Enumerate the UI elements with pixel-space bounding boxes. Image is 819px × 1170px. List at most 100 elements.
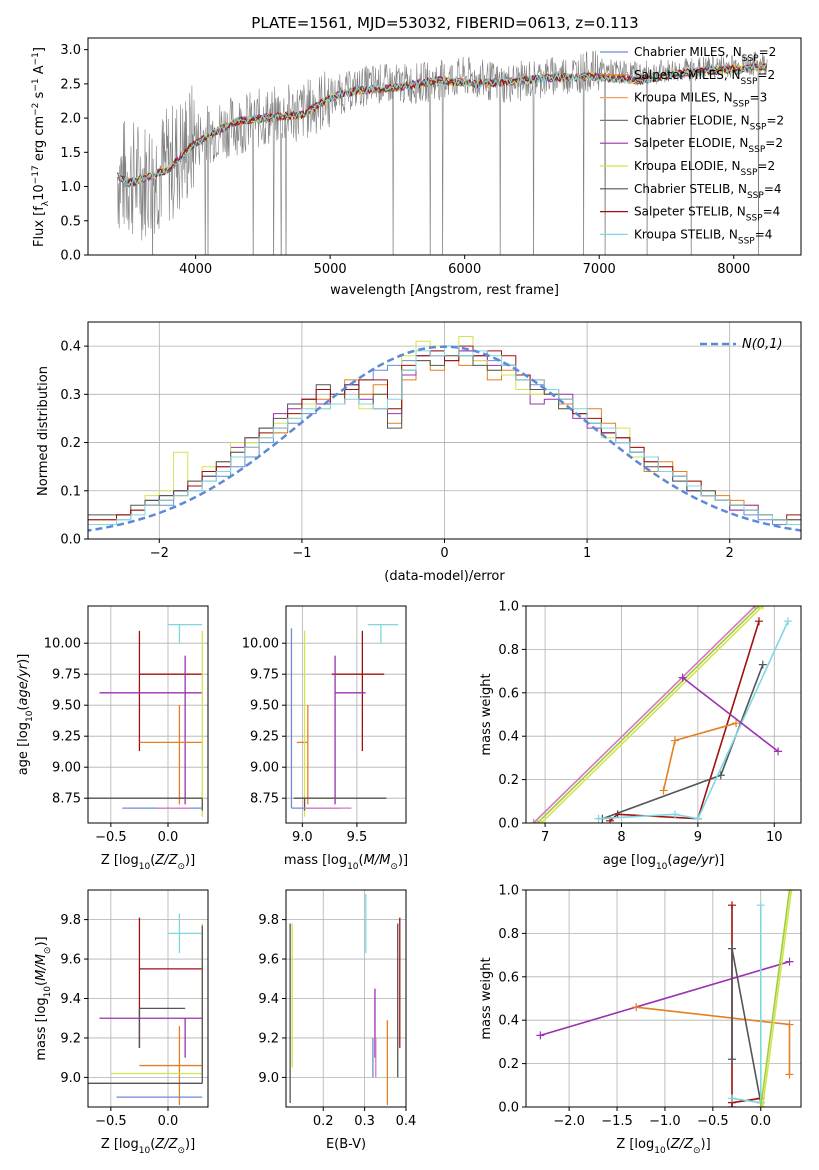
weight-vs-Z-panel: −2.0 −1.5 −1.0 −0.5 0.0 0.0 0.2 0.4 0.6 0.8 1.0 Z [… [479, 884, 802, 1156]
weight-marker [728, 901, 737, 910]
y-tick-label: 9.75 [250, 668, 279, 683]
legend-label: Kroupa MILES, NSSP=3 [634, 91, 767, 110]
y-tick-label: 9.0 [258, 1071, 279, 1086]
figure-title: PLATE=1561, MJD=53032, FIBERID=0613, z=0… [251, 14, 638, 32]
errorbar-plot-area [290, 623, 399, 817]
weight-plot-area [536, 890, 796, 1107]
weight-marker [659, 786, 668, 795]
weight-marker [732, 719, 741, 728]
weight-line [731, 905, 762, 1104]
y-tick-label: 9.0 [60, 1071, 81, 1086]
weight-marker [632, 1003, 641, 1012]
y-axis-label: Normed distribution [36, 366, 51, 496]
weight-marker [533, 819, 542, 823]
x-tick-label: 9 [694, 830, 702, 845]
weight-marker [785, 1020, 794, 1029]
x-tick-label: 0.4 [396, 1114, 417, 1129]
x-tick-label: −1.5 [601, 1114, 633, 1129]
x-tick-label: 9.0 [292, 830, 313, 845]
hist-step-line [88, 345, 801, 539]
weight-marker [756, 1103, 765, 1107]
y-tick-label: 0.6 [498, 970, 519, 985]
y-tick-label: 2.0 [60, 112, 81, 127]
x-tick-label: −1 [292, 546, 311, 561]
legend-label: Salpeter STELIB, NSSP=4 [634, 205, 780, 224]
weight-marker [758, 1103, 767, 1107]
axes-frame [525, 605, 802, 824]
weight-marker [728, 1094, 737, 1103]
x-tick-label: −2 [150, 546, 169, 561]
y-axis-label: mass weight [479, 673, 494, 755]
weight-line [682, 676, 779, 753]
weight-marker [785, 957, 794, 966]
weight-marker [678, 673, 687, 682]
x-tick-label: 9.5 [347, 830, 368, 845]
spectrum-panel: 4000 5000 6000 7000 8000 0.0 0.5 1.0 1.5 2.0 2.5 3.… [31, 37, 802, 298]
age-vs-mass-panel: 9.0 9.5 8.75 9.00 9.25 9.50 9.75 10.00 mass [log… [242, 605, 408, 872]
mass-vs-Z-panel: −0.5 0.0 9.0 9.2 9.4 9.6 9.8 Z [log10(Z/Z⊙)] mas… [34, 889, 209, 1156]
y-tick-label: 9.25 [250, 730, 279, 745]
y-axis-label: mass weight [479, 957, 494, 1039]
y-tick-label: 0.0 [60, 533, 81, 548]
axes-frame [87, 605, 209, 824]
y-tick-label: 9.00 [250, 761, 279, 776]
normal-curve [88, 345, 801, 532]
legend-label: Kroupa STELIB, NSSP=4 [634, 227, 772, 246]
errorbar-plot-area [88, 623, 203, 817]
hist-plot-area [88, 336, 801, 539]
weight-line [536, 606, 760, 823]
weight-marker [785, 1070, 794, 1079]
weight-marker [693, 814, 702, 823]
weight-line [598, 620, 789, 820]
y-tick-label: 2.5 [60, 77, 81, 92]
y-tick-label: 8.75 [52, 792, 81, 807]
x-tick-label: 0 [440, 546, 448, 561]
x-axis-label: Z [log10(Z/Z⊙)] [101, 1137, 195, 1156]
x-tick-label: 0.0 [158, 1114, 179, 1129]
weight-plot-area [529, 606, 793, 823]
y-tick-label: 0.1 [60, 484, 81, 499]
x-axis-label: wavelength [Angstrom, rest frame] [330, 283, 559, 298]
spectrum-plot-area [117, 50, 768, 255]
weight-line [533, 606, 756, 823]
y-axis-label: Flux [fλ10−17 erg cm−2 s−1 A−1] [31, 47, 51, 247]
x-axis-label: mass [log10(M/M⊙)] [284, 853, 408, 872]
y-tick-label: 0.3 [60, 388, 81, 403]
weight-marker [728, 944, 737, 953]
y-tick-label: 9.6 [258, 953, 279, 968]
y-tick-label: 0.0 [498, 1101, 519, 1116]
y-tick-label: 0.8 [498, 927, 519, 942]
x-tick-label: 8 [617, 830, 625, 845]
weight-marker [754, 617, 763, 626]
y-tick-label: 9.25 [52, 730, 81, 745]
weight-marker [670, 736, 679, 745]
y-tick-label: 0.2 [498, 1057, 519, 1072]
x-axis-label: age [log10(age/yr)] [603, 853, 725, 872]
y-tick-label: 10.00 [242, 637, 279, 652]
x-tick-label: 5000 [314, 262, 347, 277]
x-axis-label: E(B-V) [326, 1137, 366, 1152]
weight-marker [728, 1055, 737, 1064]
y-tick-label: 1.5 [60, 146, 81, 161]
weight-marker [529, 819, 538, 823]
x-tick-label: 7 [541, 830, 549, 845]
y-tick-label: 9.50 [250, 699, 279, 714]
y-tick-label: 0.4 [498, 1014, 519, 1029]
weight-marker [784, 617, 793, 626]
axes-frame [87, 37, 802, 256]
y-tick-label: 0.8 [498, 643, 519, 658]
y-tick-label: 0.4 [498, 730, 519, 745]
weight-marker [774, 747, 783, 756]
axes-frame [525, 889, 802, 1108]
x-tick-label: 2 [726, 546, 734, 561]
x-tick-label: −1.0 [649, 1114, 681, 1129]
y-tick-label: 0.0 [498, 817, 519, 832]
y-tick-label: 9.4 [258, 992, 279, 1007]
weight-marker [536, 1031, 545, 1040]
weight-marker [594, 814, 603, 823]
weight-line [540, 606, 764, 823]
legend-label: Chabrier ELODIE, NSSP=2 [634, 113, 784, 132]
y-tick-label: 8.75 [250, 792, 279, 807]
x-axis-label: Z [log10(Z/Z⊙)] [101, 853, 195, 872]
